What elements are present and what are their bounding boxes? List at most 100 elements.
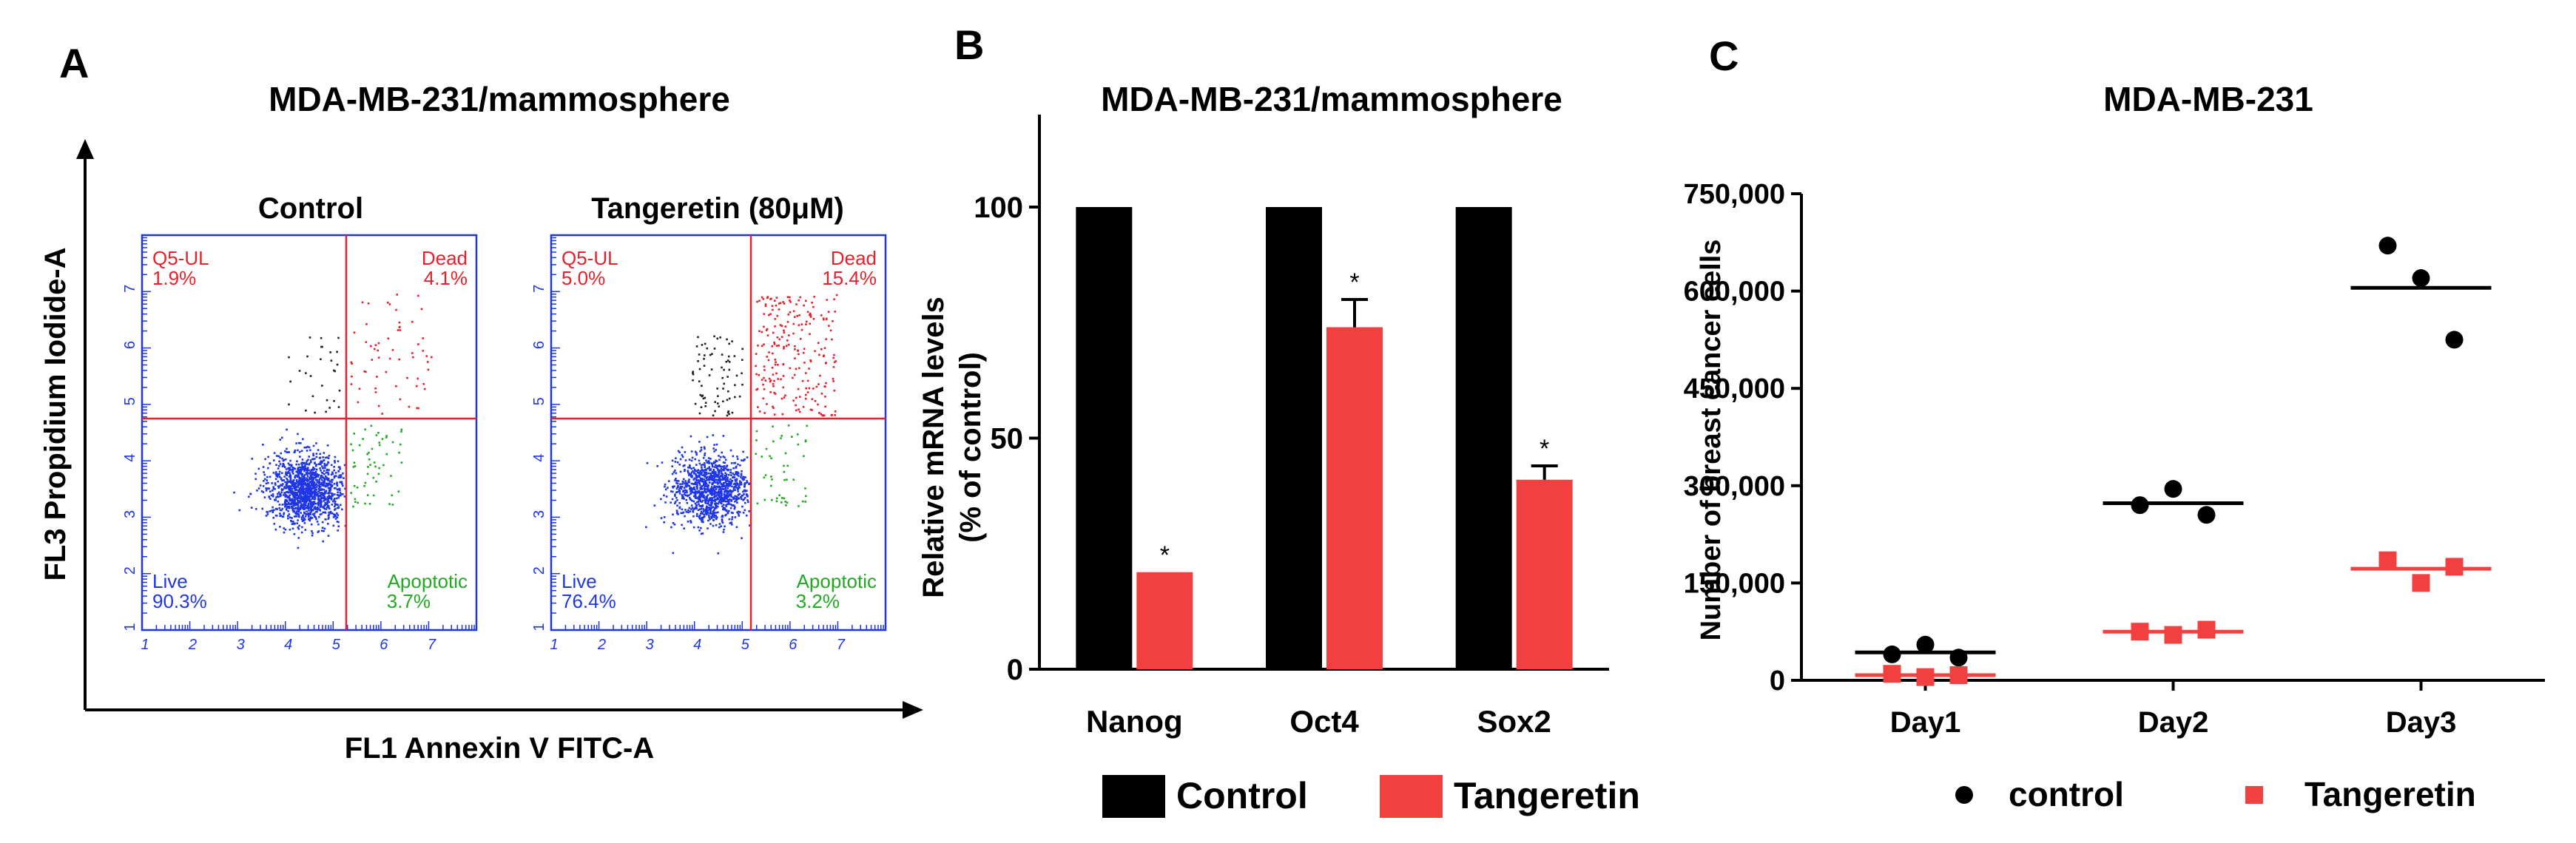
event-dot-live	[286, 451, 288, 453]
event-dot-live	[735, 526, 738, 529]
event-dot-dead	[778, 338, 781, 341]
event-dot-live	[254, 478, 257, 481]
event-dot-live	[283, 466, 286, 469]
event-dot-upper-left	[702, 397, 705, 400]
panel-b: B MDA-MB-231/mammosphere Relative mRNA l…	[917, 21, 1640, 818]
event-dot-live	[320, 496, 323, 499]
event-dot-live	[317, 496, 320, 498]
event-dot-live	[688, 484, 691, 487]
event-dot-live	[694, 481, 697, 484]
event-dot-live	[704, 464, 706, 467]
event-dot-live	[289, 464, 291, 466]
y-tick-label: 6	[531, 341, 547, 349]
event-dot-live	[303, 461, 306, 464]
event-dot-live	[701, 493, 703, 496]
event-dot-live	[697, 471, 699, 474]
event-dot-live	[297, 474, 300, 477]
event-dot-live	[704, 489, 707, 492]
event-dot-live	[740, 474, 743, 476]
event-dot-live	[694, 490, 697, 492]
event-dot-live	[687, 481, 689, 484]
event-dot-live	[712, 447, 715, 450]
point-tangeretin	[2412, 574, 2430, 592]
event-dot-live	[283, 531, 286, 534]
point-tangeretin	[2197, 620, 2216, 639]
event-dot-dead	[779, 302, 782, 305]
event-dot-apoptotic	[755, 439, 758, 441]
event-dot-live	[320, 489, 322, 492]
event-dot-apoptotic	[804, 439, 807, 441]
event-dot-live	[718, 496, 721, 498]
event-dot-apoptotic	[769, 484, 772, 487]
event-dot-live	[733, 473, 735, 476]
event-dot-live	[279, 456, 281, 459]
event-dot-live	[265, 482, 268, 485]
quadrant-ul-pct: 1.9%	[152, 267, 196, 289]
flow-plot-frame	[550, 234, 887, 632]
event-dot-dead	[756, 300, 758, 303]
event-dot-live	[320, 463, 322, 466]
event-dot-live	[671, 459, 674, 462]
event-dot-live	[713, 490, 716, 493]
event-dot-live	[718, 501, 721, 503]
panel-b-letter: B	[954, 21, 984, 68]
event-dot-upper-left	[726, 411, 729, 414]
event-dot-dead	[782, 363, 785, 365]
event-dot-live	[315, 491, 318, 494]
event-dot-live	[320, 465, 323, 467]
event-dot-live	[287, 462, 290, 465]
event-dot-live	[730, 511, 733, 514]
event-dot-live	[709, 473, 712, 475]
event-dot-live	[704, 447, 706, 450]
event-dot-dead	[757, 406, 759, 408]
event-dot-live	[727, 495, 729, 498]
event-dot-live	[296, 475, 299, 478]
event-dot-live	[309, 474, 312, 477]
event-dot-dead	[812, 305, 815, 308]
event-dot-live	[323, 479, 326, 481]
event-dot-live	[281, 515, 284, 518]
event-dot-live	[719, 487, 721, 490]
event-dot-live	[709, 492, 712, 495]
event-dot-live	[698, 493, 701, 495]
event-dot-live	[726, 487, 729, 490]
event-dot-dead	[806, 391, 809, 393]
event-dot-live	[293, 504, 295, 507]
event-dot-live	[677, 450, 680, 453]
event-dot-live	[323, 473, 326, 475]
event-dot-live	[731, 485, 733, 488]
event-dot-dead	[832, 380, 834, 382]
event-dot-live	[716, 479, 719, 481]
event-dot-live	[286, 496, 289, 499]
event-dot-live	[732, 467, 735, 470]
event-dot-live	[684, 470, 686, 473]
event-dot-live	[333, 476, 336, 479]
event-dot-live	[709, 518, 711, 521]
event-dot-live	[303, 521, 306, 524]
y-tick-label: 1	[531, 623, 547, 631]
event-dot-live	[289, 486, 291, 489]
event-dot-live	[312, 458, 314, 461]
event-dot-apoptotic	[391, 441, 394, 444]
event-dot-dead	[772, 331, 775, 334]
event-dot-live	[283, 464, 286, 467]
event-dot-live	[332, 516, 335, 518]
event-dot-live	[695, 483, 698, 485]
event-dot-live	[677, 484, 679, 487]
event-dot-apoptotic	[804, 440, 807, 443]
event-dot-live	[297, 546, 300, 549]
event-dot-live	[311, 487, 314, 490]
quadrant-ul-name: Q5-UL	[152, 247, 209, 269]
event-dot-apoptotic	[378, 467, 380, 470]
event-dot-live	[672, 522, 675, 524]
event-dot-live	[715, 498, 718, 501]
event-dot-live	[288, 498, 291, 501]
event-dot-dead	[774, 299, 776, 302]
event-dot-live	[283, 492, 286, 494]
event-dot-live	[729, 503, 732, 506]
event-dot-live	[674, 493, 676, 495]
event-dot-live	[688, 481, 691, 484]
event-dot-live	[709, 523, 712, 525]
event-dot-live	[299, 497, 301, 499]
event-dot-apoptotic	[368, 502, 371, 505]
